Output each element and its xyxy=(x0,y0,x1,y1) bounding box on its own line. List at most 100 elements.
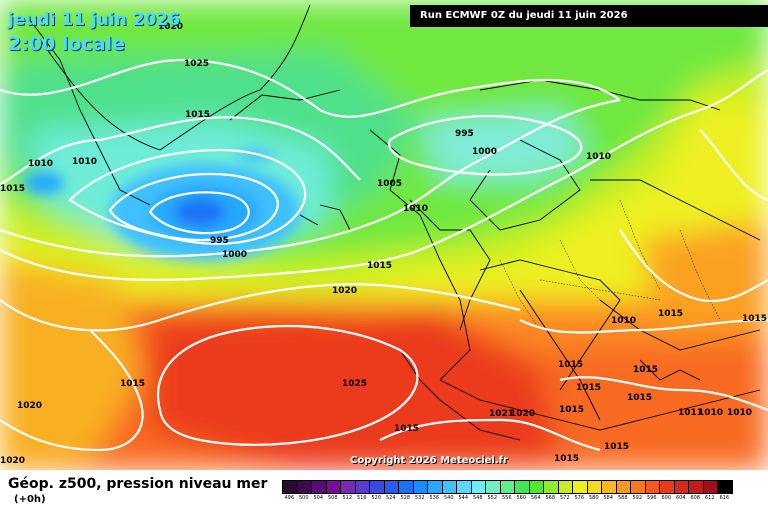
legend-swatch xyxy=(282,480,298,494)
color-scale: 496 500 504 508 512 516 520 524 528 532 536 540 544 5… xyxy=(282,480,733,501)
legend-value: 596 xyxy=(646,495,657,501)
svg-text:1010: 1010 xyxy=(611,316,636,326)
svg-text:1010: 1010 xyxy=(698,408,723,418)
borders xyxy=(499,199,721,331)
legend-bar: Géop. z500, pression niveau mer (+0h) 49… xyxy=(0,470,768,512)
legend-value: 588 xyxy=(617,495,628,501)
legend-value: 524 xyxy=(385,495,396,501)
legend-value: 564 xyxy=(530,495,541,501)
model-run-label: Run ECMWF 0Z du jeudi 11 juin 2026 xyxy=(410,5,768,27)
legend-value: 516 xyxy=(356,495,367,501)
svg-text:1025: 1025 xyxy=(184,59,209,69)
legend-value: 500 xyxy=(298,495,309,501)
legend-swatch xyxy=(340,480,356,494)
legend-swatch xyxy=(688,480,704,494)
legend-swatch xyxy=(630,480,646,494)
svg-text:995: 995 xyxy=(455,129,474,139)
legend-value: 580 xyxy=(588,495,599,501)
svg-text:1015: 1015 xyxy=(627,393,652,403)
legend-value: 528 xyxy=(400,495,411,501)
legend-value: 512 xyxy=(342,495,353,501)
svg-text:1015: 1015 xyxy=(120,379,145,389)
legend-value: 540 xyxy=(443,495,454,501)
legend-swatch xyxy=(383,480,399,494)
legend-swatch xyxy=(369,480,385,494)
legend-value: 552 xyxy=(487,495,498,501)
legend-value: 576 xyxy=(574,495,585,501)
legend-swatch xyxy=(586,480,602,494)
svg-text:1015: 1015 xyxy=(633,365,658,375)
legend-value: 612 xyxy=(704,495,715,501)
svg-text:1010: 1010 xyxy=(403,204,428,214)
forecast-local-time: 2:00 locale xyxy=(8,33,125,55)
legend-swatch xyxy=(514,480,530,494)
legend-value: 592 xyxy=(632,495,643,501)
legend-swatch xyxy=(659,480,675,494)
color-scale-swatches xyxy=(282,480,733,494)
legend-value: 536 xyxy=(429,495,440,501)
svg-text:1010: 1010 xyxy=(727,408,752,418)
svg-text:1021: 1021 xyxy=(489,409,514,419)
legend-value: 496 xyxy=(284,495,295,501)
copyright-text: Copyright 2026 Meteociel.fr xyxy=(350,455,508,466)
z500-field xyxy=(0,0,768,470)
legend-swatch xyxy=(311,480,327,494)
legend-swatch xyxy=(325,480,341,494)
legend-swatch xyxy=(296,480,312,494)
legend-swatch xyxy=(601,480,617,494)
svg-text:1005: 1005 xyxy=(377,179,402,189)
legend-swatch xyxy=(543,480,559,494)
legend-swatch xyxy=(354,480,370,494)
legend-value: 616 xyxy=(719,495,730,501)
map-canvas: 1025 1015 1010 1010 1015 995 1000 1010 1… xyxy=(0,0,768,470)
svg-text:1020: 1020 xyxy=(158,22,183,32)
legend-swatch xyxy=(644,480,660,494)
legend-swatch xyxy=(499,480,515,494)
legend-value: 544 xyxy=(458,495,469,501)
legend-swatch xyxy=(702,480,718,494)
svg-text:1020: 1020 xyxy=(510,409,535,419)
isobars xyxy=(0,58,768,452)
forecast-offset: (+0h) xyxy=(14,494,46,505)
svg-text:1011: 1011 xyxy=(678,408,703,418)
svg-text:1015: 1015 xyxy=(559,405,584,415)
legend-value: 560 xyxy=(516,495,527,501)
svg-text:1015: 1015 xyxy=(185,110,210,120)
svg-text:1010: 1010 xyxy=(28,159,53,169)
legend-swatch xyxy=(485,480,501,494)
legend-swatch xyxy=(572,480,588,494)
legend-value: 548 xyxy=(472,495,483,501)
legend-swatch xyxy=(557,480,573,494)
legend-value: 504 xyxy=(313,495,324,501)
isobar-labels: 1025 1015 1010 1010 1015 995 1000 1010 1… xyxy=(0,22,767,466)
svg-text:1015: 1015 xyxy=(367,261,392,271)
svg-text:1015: 1015 xyxy=(658,309,683,319)
legend-value: 508 xyxy=(327,495,338,501)
legend-value: 520 xyxy=(371,495,382,501)
legend-swatch xyxy=(441,480,457,494)
svg-text:1015: 1015 xyxy=(742,314,767,324)
svg-text:995: 995 xyxy=(210,236,229,246)
field-title: Géop. z500, pression niveau mer xyxy=(8,476,268,492)
legend-swatch xyxy=(528,480,544,494)
legend-swatch xyxy=(412,480,428,494)
svg-text:1015: 1015 xyxy=(604,442,629,452)
legend-swatch xyxy=(398,480,414,494)
svg-text:1010: 1010 xyxy=(72,157,97,167)
legend-value: 604 xyxy=(675,495,686,501)
legend-value: 600 xyxy=(661,495,672,501)
svg-text:1000: 1000 xyxy=(222,250,247,260)
svg-text:1010: 1010 xyxy=(586,152,611,162)
svg-text:1015: 1015 xyxy=(576,383,601,393)
svg-text:1025: 1025 xyxy=(342,379,367,389)
svg-text:1000: 1000 xyxy=(472,147,497,157)
forecast-date: jeudi 11 juin 2026 xyxy=(8,10,181,30)
svg-text:1020: 1020 xyxy=(17,401,42,411)
legend-swatch xyxy=(456,480,472,494)
legend-value: 584 xyxy=(603,495,614,501)
legend-value: 532 xyxy=(414,495,425,501)
legend-value: 556 xyxy=(501,495,512,501)
legend-value: 568 xyxy=(545,495,556,501)
legend-swatch xyxy=(673,480,689,494)
legend-value: 608 xyxy=(690,495,701,501)
